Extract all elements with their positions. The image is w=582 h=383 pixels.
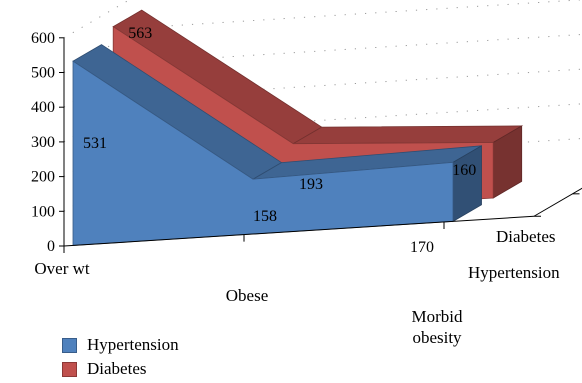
gridline <box>141 0 582 29</box>
legend-label-hypertension: Hypertension <box>87 335 179 354</box>
legend-item-diabetes: Diabetes <box>62 357 179 381</box>
y-tick-label: 0 <box>47 238 55 255</box>
y-tick-label: 400 <box>31 99 55 116</box>
legend-swatch-diabetes <box>62 361 77 377</box>
series-hypertension <box>72 44 482 246</box>
data-label: 158 <box>253 208 277 225</box>
y-tick-label: 300 <box>31 134 55 151</box>
depth-tick-label: Diabetes <box>496 227 555 246</box>
y-tick-label: 100 <box>31 203 55 220</box>
legend: Hypertension Diabetes <box>62 333 179 381</box>
x-tick-label: Over wt <box>34 259 90 278</box>
y-tick-label: 600 <box>31 30 55 47</box>
data-label: 563 <box>128 25 152 42</box>
data-label: 170 <box>410 239 434 256</box>
legend-swatch-hypertension <box>62 337 77 353</box>
depth-tick-label: Hypertension <box>468 263 560 282</box>
legend-item-hypertension: Hypertension <box>62 333 179 357</box>
x-tick-label: Obese <box>226 286 268 305</box>
data-label: 531 <box>83 135 107 152</box>
x-axis <box>63 215 535 247</box>
data-label: 193 <box>299 176 323 193</box>
legend-label-diabetes: Diabetes <box>87 359 147 378</box>
x-tick-label: Morbid obesity <box>412 307 464 347</box>
series-top-face <box>291 125 524 145</box>
data-label: 160 <box>452 162 476 179</box>
y-tick-label: 500 <box>31 65 55 82</box>
y-tick-label: 200 <box>31 169 55 186</box>
